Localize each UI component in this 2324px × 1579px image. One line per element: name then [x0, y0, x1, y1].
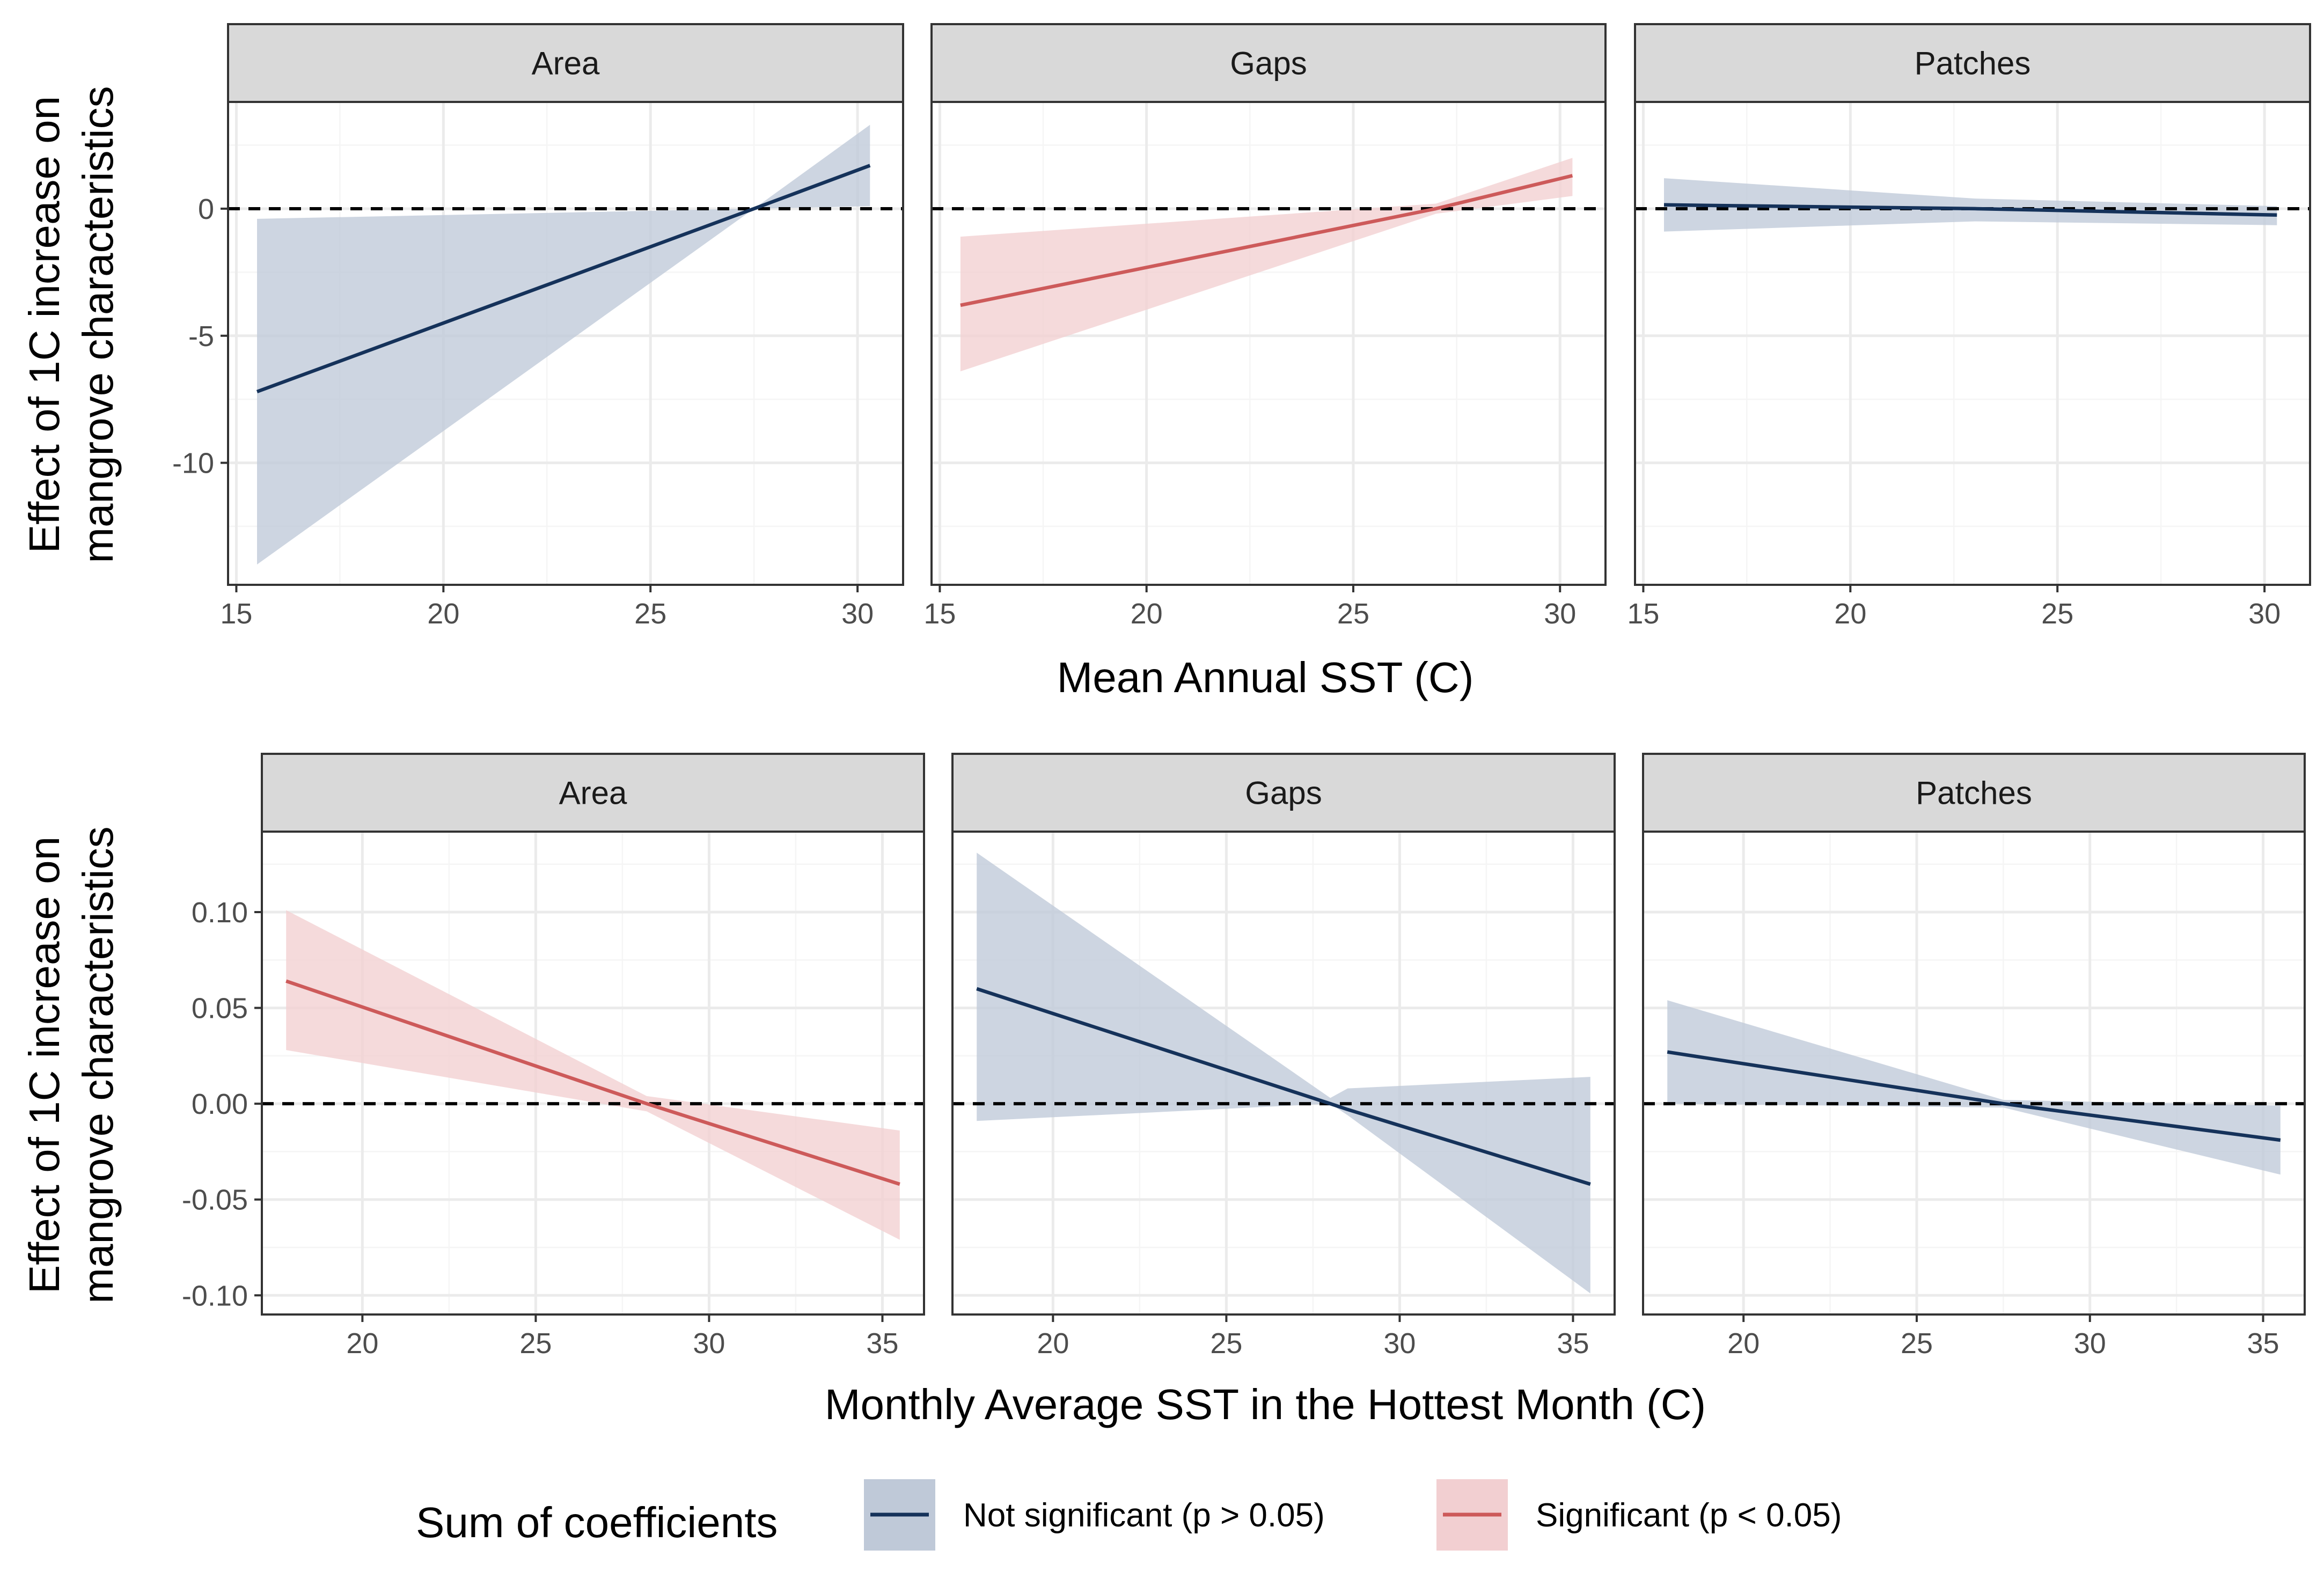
bottom-y-tick-label-4: -0.10 [182, 1280, 248, 1312]
top-area-strip [227, 23, 904, 103]
bottom-area-x-tick-label-2: 30 [693, 1327, 725, 1360]
plot-layer: Area 15 20 25 30 Gaps 15 20 25 30 Patches 15 20 25 30 0… [172, 23, 2311, 1360]
top-patches-background [1635, 102, 2310, 585]
bottom-area-strip [261, 753, 925, 833]
top-y-tick-label-2: -10 [172, 447, 214, 480]
bottom-gaps-strip [951, 753, 1616, 833]
bottom-gaps-x-tick-label-0: 20 [1037, 1327, 1069, 1360]
top-patches-strip [1634, 23, 2311, 103]
bottom-patches-x-tick-label-2: 30 [2074, 1327, 2106, 1360]
top-gaps-panel: Gaps 15 20 25 30 [923, 23, 1607, 630]
bottom-gaps-strip-label: Gaps [1245, 775, 1322, 811]
bottom-gaps-x-tick-label-2: 30 [1383, 1327, 1416, 1360]
bottom-y-tick-label-0: 0.10 [192, 897, 248, 929]
bottom-area-plot-area [262, 910, 924, 1240]
bottom-gaps-plot-area [952, 853, 1615, 1294]
top-y-axis-title-line-2: mangrove characteristics [74, 86, 122, 563]
top-y-tick-label-0: 0 [198, 193, 214, 225]
legend-title: Sum of coefficients [416, 1499, 778, 1546]
bottom-gaps-effect-line [976, 987, 1591, 1186]
bottom-y-axis-title-line-2: mangrove characteristics [74, 826, 122, 1303]
top-patches-x-tick-label-3: 30 [2248, 598, 2281, 630]
top-area-confidence-band [257, 124, 870, 565]
top-patches-x-tick-label-2: 25 [2041, 598, 2073, 630]
bottom-area-confidence-band [286, 910, 900, 1240]
bottom-area-x-tick-label-1: 25 [519, 1327, 552, 1360]
bottom-area-panel: Area 20 25 30 35 [261, 753, 925, 1360]
bottom-gaps-x-tick-label-3: 35 [1557, 1327, 1589, 1360]
top-gaps-plot-area [932, 158, 1605, 372]
bottom-area-effect-line [285, 979, 900, 1186]
top-area-x-tick-label-1: 20 [427, 598, 459, 630]
bottom-gaps-confidence-band [977, 853, 1590, 1294]
bottom-y-tick-label-3: -0.05 [182, 1184, 248, 1216]
legend-label-significant: Significant (p < 0.05) [1536, 1497, 1842, 1534]
bottom-y-axis-title: Effect of 1C increase on mangrove charac… [20, 826, 122, 1303]
bottom-y-tick-label-2: 0.00 [192, 1088, 248, 1120]
bottom-area-x-tick-label-0: 20 [346, 1327, 378, 1360]
top-patches-x-tick-label-1: 20 [1834, 598, 1866, 630]
top-gaps-strip [930, 23, 1607, 103]
top-area-x-tick-label-2: 25 [634, 598, 666, 630]
top-gaps-effect-line [960, 174, 1573, 307]
top-y-axis-title: Effect of 1C increase on mangrove charac… [20, 86, 122, 563]
top-gaps-x-tick-label-3: 30 [1544, 598, 1576, 630]
top-area-x-tick-label-3: 30 [841, 598, 874, 630]
top-area-effect-line [256, 164, 871, 394]
bottom-y-axis-title-line-1: Effect of 1C increase on [20, 836, 68, 1294]
legend: Sum of coefficients Not significant (p >… [416, 1479, 1842, 1551]
top-gaps-x-tick-label-2: 25 [1337, 598, 1369, 630]
top-x-axis-title: Mean Annual SST (C) [1057, 653, 1474, 701]
top-gaps-x-tick-label-0: 15 [923, 598, 956, 630]
top-area-strip-label: Area [532, 46, 600, 82]
top-patches-panel: Patches 15 20 25 30 [1627, 23, 2311, 630]
bottom-x-axis-title: Monthly Average SST in the Hottest Month… [825, 1380, 1706, 1428]
bottom-gaps-panel: Gaps 20 25 30 35 [951, 753, 1616, 1360]
bottom-patches-x-tick-label-1: 25 [1901, 1327, 1933, 1360]
bottom-patches-plot-area [1643, 1000, 2305, 1175]
bottom-patches-x-tick-label-0: 20 [1727, 1327, 1760, 1360]
top-patches-strip-label: Patches [1915, 46, 2031, 82]
bottom-y-tick-label-1: 0.05 [192, 993, 248, 1025]
top-area-x-tick-label-0: 15 [220, 598, 252, 630]
legend-item-significant: Significant (p < 0.05) [1436, 1479, 1842, 1551]
top-area-plot-area [228, 124, 903, 565]
top-patches-effect-line [1663, 203, 2277, 217]
bottom-patches-confidence-band [1667, 1000, 2281, 1175]
bottom-patches-panel: Patches 20 25 30 35 [1642, 753, 2306, 1360]
legend-label-not-significant: Not significant (p > 0.05) [963, 1497, 1325, 1534]
bottom-patches-strip [1642, 753, 2306, 833]
top-y-axis-title-line-1: Effect of 1C increase on [20, 96, 68, 553]
top-patches-confidence-band [1664, 178, 2277, 232]
bottom-area-strip-label: Area [559, 775, 627, 811]
bottom-patches-strip-label: Patches [1916, 775, 2032, 811]
bottom-patches-effect-line [1667, 1050, 2281, 1142]
bottom-area-x-tick-label-3: 35 [866, 1327, 898, 1360]
top-y-tick-label-1: -5 [188, 320, 214, 352]
top-patches-plot-area [1635, 178, 2310, 232]
legend-item-not-significant: Not significant (p > 0.05) [864, 1479, 1325, 1551]
top-gaps-x-tick-label-1: 20 [1131, 598, 1163, 630]
bottom-patches-x-tick-label-3: 35 [2247, 1327, 2279, 1360]
top-gaps-strip-label: Gaps [1230, 46, 1307, 82]
bottom-gaps-x-tick-label-1: 25 [1210, 1327, 1242, 1360]
top-patches-x-tick-label-0: 15 [1627, 598, 1659, 630]
top-area-panel: Area 15 20 25 30 [220, 23, 904, 630]
